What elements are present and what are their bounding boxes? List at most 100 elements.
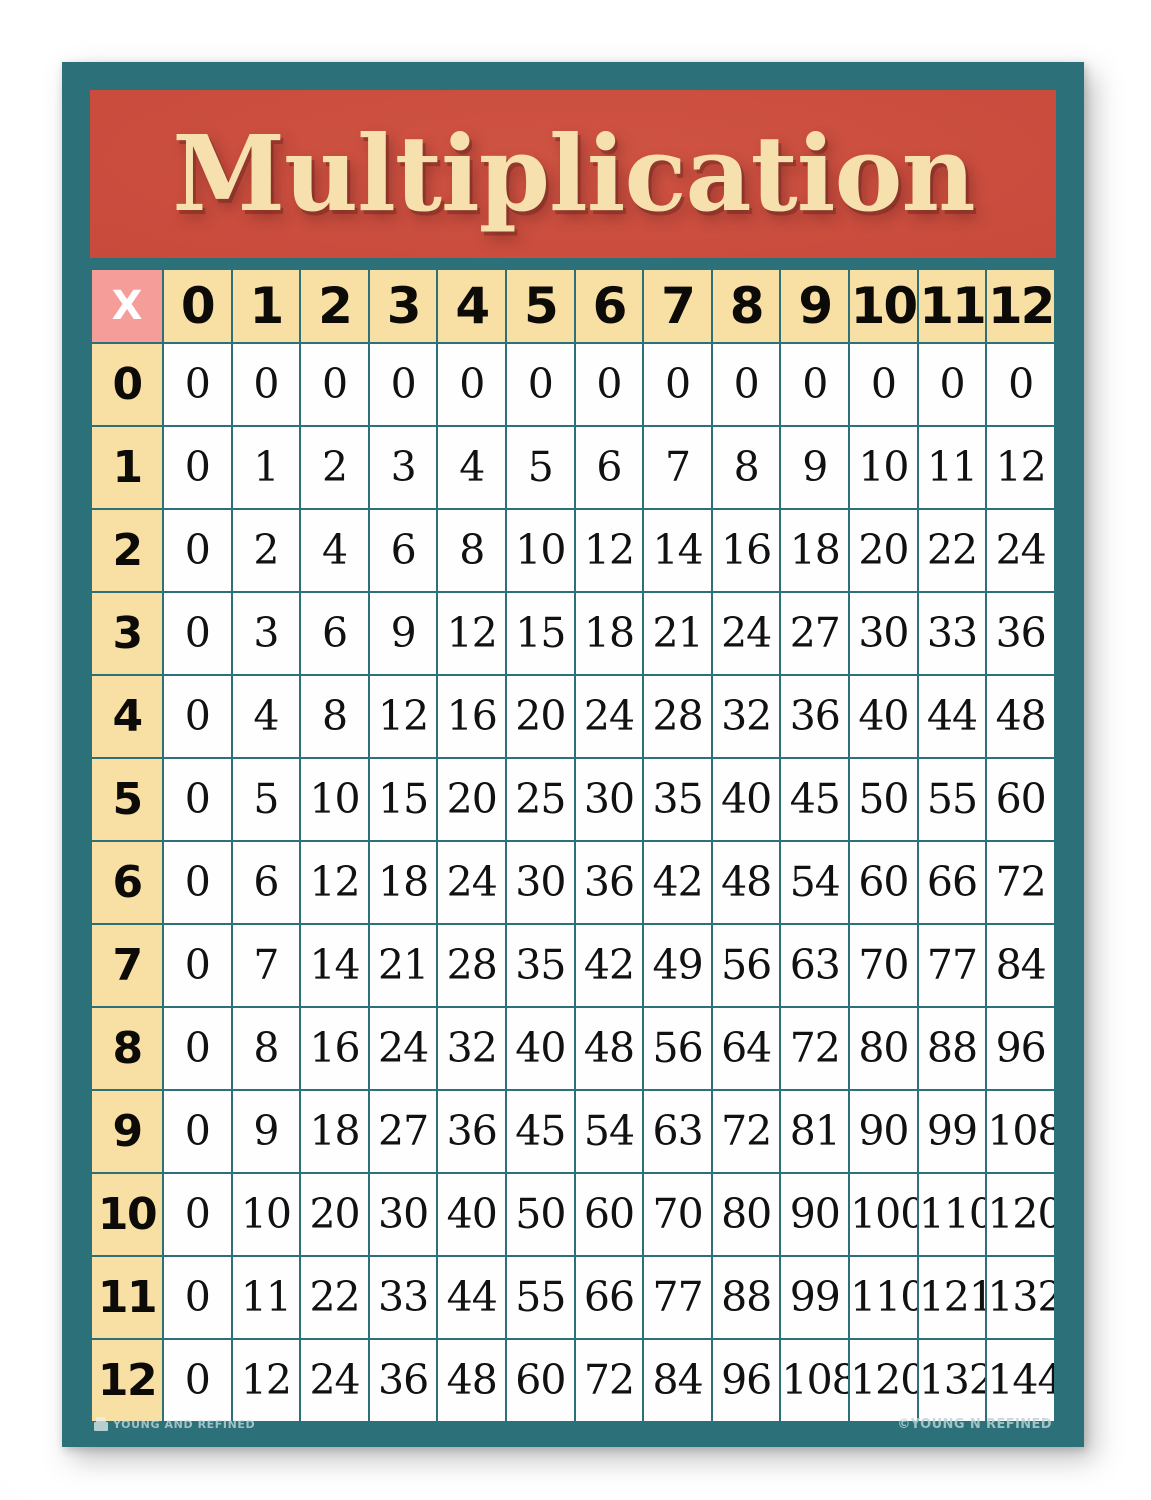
product-cell: 0 — [164, 593, 231, 674]
product-cell: 45 — [507, 1091, 574, 1172]
product-cell: 35 — [644, 759, 711, 840]
product-cell: 81 — [781, 1091, 849, 1172]
product-cell: 9 — [232, 1091, 300, 1172]
product-cell: 60 — [507, 1340, 574, 1421]
product-cell: 132 — [987, 1257, 1054, 1338]
product-cell: 8 — [712, 427, 780, 508]
product-cell: 72 — [781, 1008, 849, 1089]
product-cell: 96 — [712, 1340, 780, 1421]
product-cell: 30 — [507, 842, 574, 923]
column-header-cell: 9 — [781, 270, 849, 342]
product-cell: 24 — [301, 1340, 368, 1421]
product-cell: 110 — [918, 1174, 986, 1255]
product-cell: 12 — [301, 842, 368, 923]
product-cell: 55 — [507, 1257, 574, 1338]
product-cell: 88 — [712, 1257, 780, 1338]
product-cell: 8 — [232, 1008, 300, 1089]
table-row: 7 0 7 14 21 28 35 42 49 56 63 70 77 84 — [92, 925, 1054, 1006]
product-cell: 60 — [575, 1174, 643, 1255]
product-cell: 0 — [164, 1174, 231, 1255]
product-cell: 42 — [575, 925, 643, 1006]
product-cell: 0 — [164, 759, 231, 840]
product-cell: 70 — [850, 925, 917, 1006]
product-cell: 10 — [507, 510, 574, 591]
product-cell: 50 — [850, 759, 917, 840]
product-cell: 36 — [987, 593, 1054, 674]
product-cell: 2 — [301, 427, 368, 508]
product-cell: 6 — [369, 510, 437, 591]
product-cell: 20 — [850, 510, 917, 591]
product-cell: 110 — [850, 1257, 917, 1338]
product-cell: 25 — [507, 759, 574, 840]
product-cell: 66 — [918, 842, 986, 923]
product-cell: 10 — [301, 759, 368, 840]
product-cell: 0 — [164, 1340, 231, 1421]
product-cell: 3 — [232, 593, 300, 674]
product-cell: 0 — [164, 344, 231, 425]
product-cell: 80 — [712, 1174, 780, 1255]
product-cell: 0 — [507, 344, 574, 425]
product-cell: 63 — [644, 1091, 711, 1172]
product-cell: 32 — [438, 1008, 506, 1089]
product-cell: 99 — [918, 1091, 986, 1172]
product-cell: 0 — [164, 925, 231, 1006]
product-cell: 18 — [781, 510, 849, 591]
product-cell: 40 — [507, 1008, 574, 1089]
product-cell: 72 — [712, 1091, 780, 1172]
product-cell: 36 — [575, 842, 643, 923]
product-cell: 44 — [438, 1257, 506, 1338]
table-row: 6 0 6 12 18 24 30 36 42 48 54 60 66 72 — [92, 842, 1054, 923]
product-cell: 99 — [781, 1257, 849, 1338]
table-row: 1 0 1 2 3 4 5 6 7 8 9 10 11 12 — [92, 427, 1054, 508]
column-header-cell: 0 — [164, 270, 231, 342]
product-cell: 16 — [301, 1008, 368, 1089]
product-cell: 60 — [850, 842, 917, 923]
product-cell: 3 — [369, 427, 437, 508]
product-cell: 45 — [781, 759, 849, 840]
product-cell: 7 — [644, 427, 711, 508]
multiplication-grid-wrapper: X 0 1 2 3 4 5 6 7 8 9 10 11 12 0 0 0 0 0 0 0 0 0 0 0 0 0 0 1 0 1 2 3 4 5 6 7… — [90, 268, 1056, 1421]
row-header-cell: 9 — [92, 1091, 162, 1172]
product-cell: 24 — [575, 676, 643, 757]
table-row: 5 0 5 10 15 20 25 30 35 40 45 50 55 60 — [92, 759, 1054, 840]
product-cell: 144 — [987, 1340, 1054, 1421]
product-cell: 11 — [232, 1257, 300, 1338]
product-cell: 33 — [918, 593, 986, 674]
title-banner: Multiplication — [90, 90, 1056, 258]
product-cell: 16 — [438, 676, 506, 757]
product-cell: 4 — [301, 510, 368, 591]
product-cell: 0 — [164, 1091, 231, 1172]
multiplication-table: X 0 1 2 3 4 5 6 7 8 9 10 11 12 0 0 0 0 0 0 0 0 0 0 0 0 0 0 1 0 1 2 3 4 5 6 7… — [90, 268, 1056, 1423]
product-cell: 120 — [987, 1174, 1054, 1255]
product-cell: 100 — [850, 1174, 917, 1255]
product-cell: 0 — [987, 344, 1054, 425]
product-cell: 12 — [232, 1340, 300, 1421]
product-cell: 10 — [232, 1174, 300, 1255]
product-cell: 11 — [918, 427, 986, 508]
column-header-cell: 1 — [232, 270, 300, 342]
product-cell: 30 — [369, 1174, 437, 1255]
product-cell: 108 — [781, 1340, 849, 1421]
product-cell: 9 — [369, 593, 437, 674]
product-cell: 56 — [712, 925, 780, 1006]
product-cell: 24 — [712, 593, 780, 674]
product-cell: 48 — [438, 1340, 506, 1421]
product-cell: 20 — [438, 759, 506, 840]
product-cell: 0 — [164, 1257, 231, 1338]
product-cell: 8 — [438, 510, 506, 591]
product-cell: 5 — [232, 759, 300, 840]
row-header-cell: 0 — [92, 344, 162, 425]
product-cell: 0 — [164, 676, 231, 757]
column-header-cell: 3 — [369, 270, 437, 342]
product-cell: 18 — [575, 593, 643, 674]
product-cell: 14 — [301, 925, 368, 1006]
product-cell: 6 — [232, 842, 300, 923]
product-cell: 0 — [781, 344, 849, 425]
product-cell: 36 — [438, 1091, 506, 1172]
watermark-left: YOUNG AND REFINED — [94, 1417, 255, 1431]
product-cell: 40 — [850, 676, 917, 757]
product-cell: 21 — [644, 593, 711, 674]
column-header-cell: 5 — [507, 270, 574, 342]
column-header-cell: 6 — [575, 270, 643, 342]
